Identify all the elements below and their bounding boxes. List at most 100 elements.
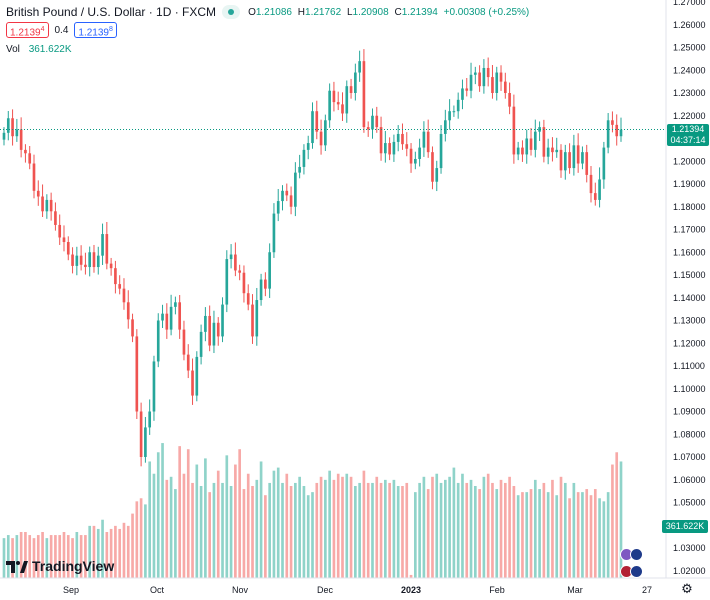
- volume-bar: [611, 464, 614, 578]
- buy-button[interactable]: 1.21398: [74, 22, 117, 38]
- sell-button[interactable]: 1.21394: [6, 22, 49, 38]
- volume-bar: [221, 482, 224, 578]
- candle-body: [32, 163, 36, 191]
- gear-icon[interactable]: ⚙: [681, 581, 693, 596]
- volume-bar: [152, 473, 156, 578]
- candle-body: [508, 93, 511, 107]
- candle-body: [473, 72, 477, 75]
- volume-bar: [461, 473, 464, 578]
- volume-bar: [182, 473, 186, 578]
- buy-price: 1.2139: [78, 27, 109, 39]
- candle-body: [204, 315, 207, 332]
- candle-body: [272, 213, 276, 253]
- candle-body: [199, 331, 203, 357]
- sell-price: 1.2139: [10, 27, 41, 39]
- volume-bar: [15, 535, 19, 578]
- volume-bar: [533, 479, 537, 578]
- candle-body: [521, 147, 524, 155]
- candle-body: [114, 268, 117, 285]
- price-tick-label: 1.05000: [673, 498, 706, 508]
- ohlc-legend: O1.21086 H1.21762 L1.20908 C1.21394 +0.0…: [248, 7, 532, 18]
- volume-bar: [336, 473, 340, 578]
- volume-bar: [208, 492, 211, 578]
- candle-body: [611, 120, 614, 125]
- volume-bar: [126, 525, 130, 578]
- candle-body: [551, 147, 554, 153]
- time-tick-label: 27: [642, 585, 652, 595]
- candle-body: [546, 147, 550, 157]
- volume-bar: [379, 482, 383, 578]
- volume-bar: [546, 492, 550, 578]
- volume-bar: [148, 461, 152, 578]
- trade-panel: 1.21394 0.4 1.21398: [6, 22, 117, 38]
- time-tick-label: Feb: [489, 585, 505, 595]
- volume-bar: [396, 486, 400, 578]
- volume-bar: [332, 479, 336, 578]
- last-price-tag: 1.21394 04:37:14: [667, 123, 709, 146]
- symbol-title[interactable]: British Pound / U.S. Dollar · 1D · FXCM: [6, 5, 217, 19]
- volume-bar: [345, 473, 349, 578]
- volume-bar: [135, 501, 139, 578]
- volume-bar: [114, 525, 117, 578]
- volume-bar: [285, 473, 289, 578]
- volume-bar: [144, 504, 147, 578]
- volume-bar: [36, 535, 40, 578]
- candle-body: [456, 99, 460, 112]
- volume-bar: [71, 538, 74, 578]
- candle-body: [568, 152, 571, 169]
- uk-flag-icon-2[interactable]: [630, 565, 643, 578]
- volume-bar: [165, 479, 169, 578]
- market-status-badge[interactable]: [222, 5, 241, 19]
- volume-bar: [491, 482, 494, 578]
- volume-bar: [289, 486, 293, 578]
- candle-body: [422, 131, 426, 148]
- price-tick-label: 1.23000: [673, 88, 706, 98]
- candle-body: [66, 242, 70, 255]
- candle-body: [581, 152, 584, 164]
- price-tick-label: 1.14000: [673, 293, 706, 303]
- volume-bar: [439, 482, 443, 578]
- candle-body: [126, 302, 130, 320]
- tradingview-logo[interactable]: TradingView: [6, 558, 114, 574]
- volume-bar: [191, 482, 194, 578]
- volume-bar: [388, 482, 391, 578]
- volume-bar: [105, 532, 109, 578]
- volume-bar: [358, 482, 361, 578]
- volume-bar: [306, 495, 310, 578]
- candle-body: [576, 145, 580, 164]
- price-tick-label: 1.07000: [673, 452, 706, 462]
- volume-bar: [255, 479, 259, 578]
- candle-body: [15, 129, 19, 137]
- price-tick-label: 1.15000: [673, 270, 706, 280]
- volume-bar: [19, 532, 23, 578]
- candle-body: [246, 293, 250, 305]
- candle-body: [585, 152, 589, 175]
- candle-body: [362, 61, 366, 128]
- candle-body: [36, 190, 40, 197]
- volume-bar: [246, 473, 250, 578]
- volume-bar: [521, 492, 524, 578]
- market-open-icon: [228, 9, 235, 15]
- volume-legend[interactable]: Vol 361.622K: [6, 44, 72, 55]
- volume-bar: [538, 489, 541, 578]
- candle-body: [75, 255, 79, 266]
- candle-body: [84, 264, 87, 268]
- volume-bar: [234, 464, 237, 578]
- volume-bar: [593, 489, 597, 578]
- low-value: 1.20908: [352, 6, 389, 18]
- candle-body: [294, 172, 297, 207]
- uk-flag-icon[interactable]: [630, 548, 643, 561]
- price-tick-label: 1.27000: [673, 0, 706, 7]
- volume-bar: [178, 446, 182, 578]
- volume-bar: [109, 528, 113, 578]
- volume-bar: [238, 449, 241, 578]
- candle-body: [28, 153, 32, 164]
- price-tick-label: 1.17000: [673, 225, 706, 235]
- volume-bar: [242, 489, 246, 578]
- candle-body: [264, 279, 267, 289]
- candle-body: [156, 320, 160, 362]
- volume-bar: [606, 492, 610, 578]
- volume-bar: [298, 476, 301, 578]
